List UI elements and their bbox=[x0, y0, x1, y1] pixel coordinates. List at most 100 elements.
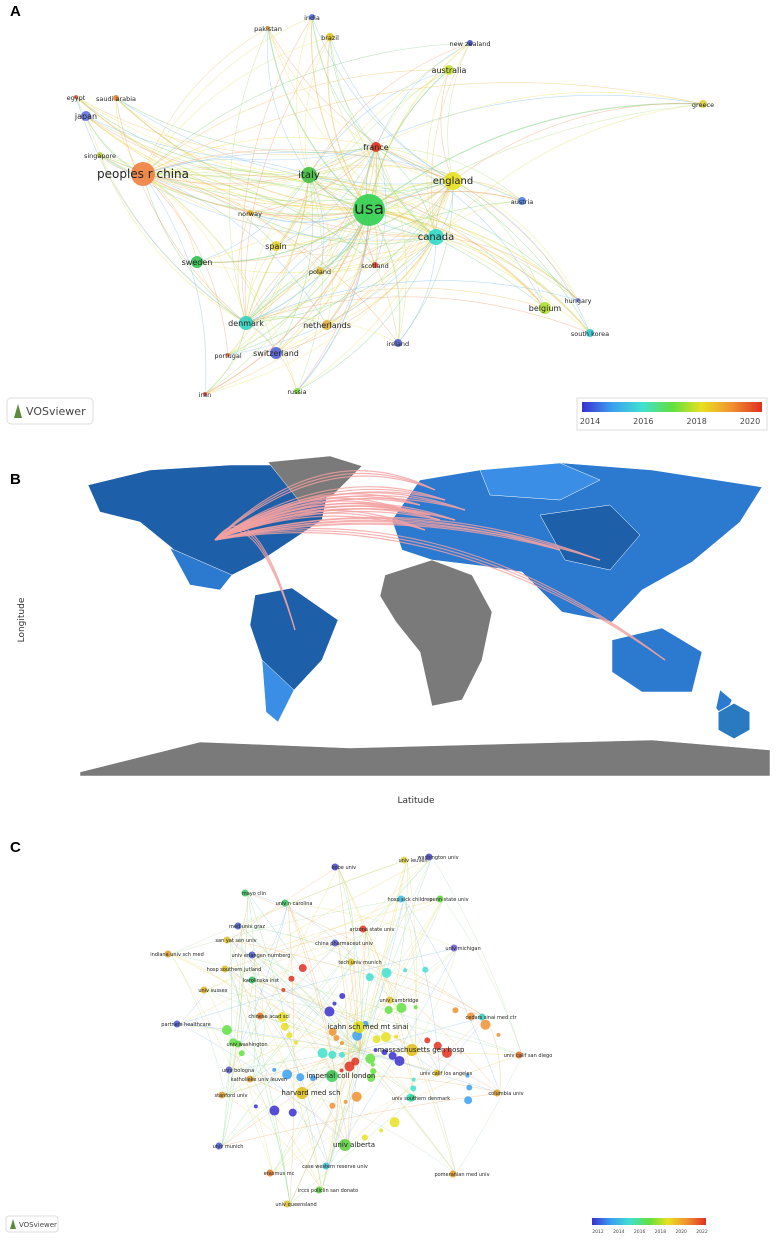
link bbox=[75, 96, 247, 324]
link bbox=[99, 154, 247, 324]
node bbox=[173, 1020, 181, 1028]
link bbox=[85, 115, 370, 211]
colorbar-tick: 2018 bbox=[686, 417, 706, 426]
link bbox=[142, 173, 298, 392]
link bbox=[254, 954, 416, 1099]
node-label: iran bbox=[199, 391, 212, 399]
link bbox=[142, 173, 437, 242]
link bbox=[435, 103, 704, 238]
node-dot bbox=[333, 1035, 340, 1042]
link bbox=[267, 27, 377, 148]
link bbox=[435, 236, 546, 309]
link bbox=[375, 146, 407, 344]
node bbox=[200, 986, 208, 994]
link bbox=[224, 856, 433, 1096]
link bbox=[308, 174, 399, 344]
colorbar bbox=[582, 402, 762, 412]
link bbox=[142, 173, 454, 206]
node-label: greece bbox=[692, 101, 714, 109]
node bbox=[271, 241, 281, 251]
node-dot bbox=[384, 1005, 393, 1014]
node bbox=[247, 210, 253, 216]
node-label: chinese acad sci bbox=[248, 1014, 289, 1020]
link bbox=[252, 1078, 349, 1146]
link bbox=[245, 287, 546, 324]
node-label: univ michigan bbox=[445, 946, 480, 952]
node-label: massachusetts gen hosp bbox=[378, 1046, 466, 1054]
node-label: univ calif san diego bbox=[504, 1053, 553, 1059]
node-dot bbox=[328, 1050, 337, 1059]
node bbox=[270, 347, 282, 359]
node-label: irccs policlin san donato bbox=[298, 1188, 358, 1194]
node bbox=[386, 996, 394, 1004]
link bbox=[452, 180, 546, 309]
node bbox=[372, 262, 378, 268]
node-label: egypt bbox=[67, 94, 86, 102]
link bbox=[431, 42, 471, 238]
node bbox=[359, 925, 367, 933]
link bbox=[375, 146, 591, 334]
link bbox=[254, 979, 441, 1074]
link bbox=[179, 1023, 349, 1146]
node bbox=[394, 339, 402, 347]
node-dot bbox=[324, 1006, 335, 1017]
node-dot bbox=[221, 1025, 232, 1036]
colorbar-tick: 2020 bbox=[740, 417, 760, 426]
node bbox=[444, 172, 462, 190]
node-label: usa bbox=[354, 199, 384, 219]
link bbox=[447, 42, 471, 182]
node bbox=[450, 944, 458, 952]
node-label: australia bbox=[432, 66, 467, 75]
node bbox=[203, 392, 207, 396]
logo bbox=[10, 1219, 16, 1229]
node-dot bbox=[253, 1104, 258, 1109]
node bbox=[256, 1012, 264, 1020]
node bbox=[246, 1075, 254, 1083]
colorbar bbox=[592, 1218, 706, 1225]
flow-line bbox=[214, 528, 666, 661]
country bbox=[87, 464, 331, 579]
node bbox=[309, 14, 315, 20]
link bbox=[179, 947, 458, 1025]
node-label: sweden bbox=[182, 258, 213, 267]
link bbox=[229, 866, 339, 941]
flow-line bbox=[214, 494, 466, 541]
link bbox=[359, 1016, 486, 1051]
link bbox=[221, 1026, 363, 1147]
node-dot bbox=[338, 1051, 345, 1058]
node-label: univ southern denmark bbox=[392, 1096, 450, 1102]
link bbox=[142, 173, 229, 356]
node-label: poland bbox=[309, 268, 331, 276]
node-dot bbox=[466, 1084, 473, 1091]
link bbox=[392, 859, 408, 1001]
link bbox=[245, 146, 377, 324]
link bbox=[262, 1015, 323, 1191]
link bbox=[247, 892, 486, 1018]
node-label: netherlands bbox=[303, 321, 351, 330]
node-label: south korea bbox=[571, 330, 609, 338]
node bbox=[283, 1200, 291, 1208]
node-label: india bbox=[304, 14, 320, 22]
node bbox=[586, 329, 594, 337]
node-label: univ munich bbox=[213, 1144, 244, 1150]
node-dot bbox=[277, 1012, 288, 1023]
link bbox=[142, 16, 313, 175]
node-dot bbox=[373, 1048, 378, 1052]
node bbox=[301, 167, 317, 183]
link bbox=[204, 236, 437, 395]
link bbox=[275, 146, 377, 247]
link bbox=[229, 939, 336, 1077]
node-label: univ calif los angeles bbox=[420, 1071, 473, 1077]
link bbox=[249, 146, 377, 214]
node bbox=[331, 863, 339, 871]
link bbox=[115, 97, 437, 238]
node bbox=[539, 302, 551, 314]
link bbox=[240, 925, 264, 1017]
node bbox=[316, 267, 324, 275]
link bbox=[142, 167, 370, 211]
node bbox=[400, 856, 408, 864]
node-dot bbox=[238, 1050, 245, 1057]
link bbox=[142, 82, 704, 175]
